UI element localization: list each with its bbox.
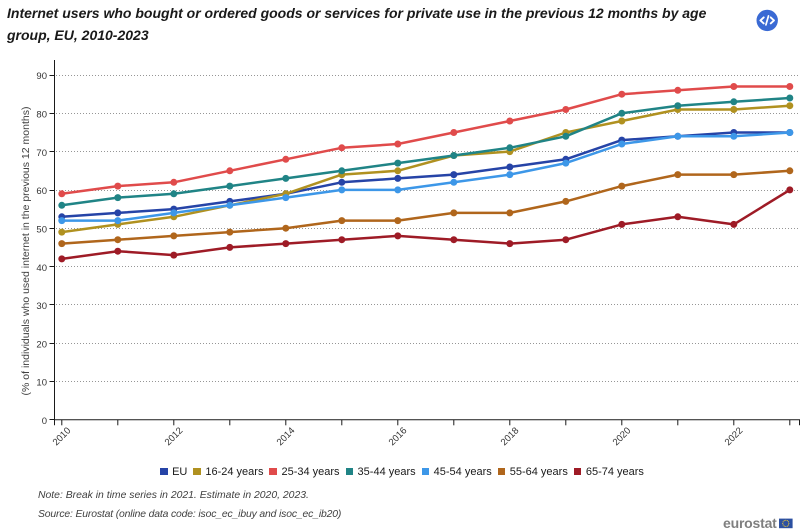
svg-text:20: 20 xyxy=(36,339,47,350)
svg-text:40: 40 xyxy=(36,263,47,274)
svg-text:30: 30 xyxy=(36,301,47,312)
svg-text:70: 70 xyxy=(36,148,47,159)
svg-text:80: 80 xyxy=(36,110,47,121)
svg-text:0: 0 xyxy=(42,416,47,427)
svg-text:2016: 2016 xyxy=(387,425,410,448)
svg-text:2022: 2022 xyxy=(723,425,746,448)
svg-text:2014: 2014 xyxy=(275,425,298,448)
svg-text:2010: 2010 xyxy=(51,425,74,448)
svg-text:50: 50 xyxy=(36,225,47,236)
svg-text:60: 60 xyxy=(36,186,47,197)
svg-text:10: 10 xyxy=(36,378,47,389)
svg-text:2012: 2012 xyxy=(163,425,186,448)
svg-text:2020: 2020 xyxy=(611,425,634,448)
svg-text:2018: 2018 xyxy=(499,425,522,448)
svg-text:90: 90 xyxy=(36,71,47,82)
svg-text:(% of individuals who used int: (% of individuals who used internet in t… xyxy=(20,107,32,396)
